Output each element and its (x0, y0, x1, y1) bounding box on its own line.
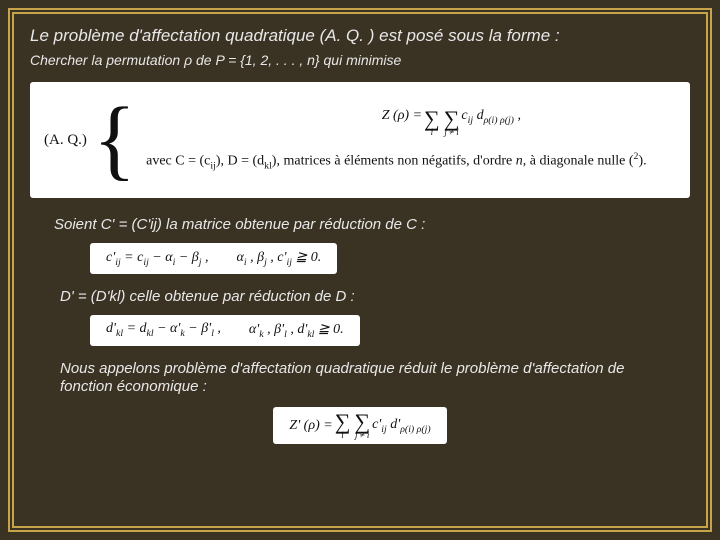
eq1-constraints: avec C = (cij), D = (dkl), matrices à él… (146, 151, 647, 171)
equation-block-1: (A. Q.) { Z (ρ) = ∑ i ∑ j ≠ i cij dρ(i) (30, 82, 690, 198)
eq3-rhs: α'k , β'l , d'kl ≧ 0. (249, 321, 344, 340)
para-cprime: Soient C' = (C'ij) la matrice obtenue pa… (54, 216, 690, 233)
sum-icon: ∑ i (424, 108, 440, 137)
eq1-label: (A. Q.) (44, 132, 87, 149)
para-dprime: D' = (D'kl) celle obtenue par réduction … (60, 288, 690, 305)
equation-block-3: d'kl = dkl − α'k − β'l , α'k , β'l , d'k… (90, 315, 360, 346)
eq4-z-lhs: Z' (ρ) = (289, 418, 332, 434)
eq3-lhs: d'kl = dkl − α'k − β'l , (106, 321, 221, 339)
sum-icon: ∑ j ≠ i (444, 108, 460, 137)
eq1-rows: Z (ρ) = ∑ i ∑ j ≠ i cij dρ(i) ρ(j) , ave… (146, 108, 647, 171)
eq2-rhs: αi , βj , c'ij ≧ 0. (236, 249, 321, 268)
curly-brace-icon: { (93, 95, 136, 185)
inner-border: Le problème d'affectation quadratique (A… (12, 12, 708, 528)
eq1-z-lhs: Z (ρ) = (382, 108, 422, 137)
equation-block-4: Z' (ρ) = ∑ i ∑ j ≠ i c'ij d'ρ(i) ρ(j) (273, 407, 446, 444)
para-reduit: Nous appelons problème d'affectation qua… (60, 360, 680, 398)
sum-icon: ∑ i (335, 411, 351, 440)
eq1-term: cij dρ(i) ρ(j) , (461, 108, 521, 137)
equation-block-2: c'ij = cij − αi − βj , αi , βj , c'ij ≧ … (90, 243, 337, 274)
slide-stage: Le problème d'affectation quadratique (A… (0, 0, 720, 540)
slide-title: Le problème d'affectation quadratique (A… (30, 26, 690, 46)
eq1-objective: Z (ρ) = ∑ i ∑ j ≠ i cij dρ(i) ρ(j) , (256, 108, 647, 137)
slide-subtitle: Chercher la permutation ρ de P = {1, 2, … (30, 52, 690, 68)
eq4-term: c'ij d'ρ(i) ρ(j) (372, 417, 431, 435)
outer-border: Le problème d'affectation quadratique (A… (8, 8, 712, 532)
eq2-lhs: c'ij = cij − αi − βj , (106, 250, 208, 268)
sum-icon: ∑ j ≠ i (354, 411, 370, 440)
